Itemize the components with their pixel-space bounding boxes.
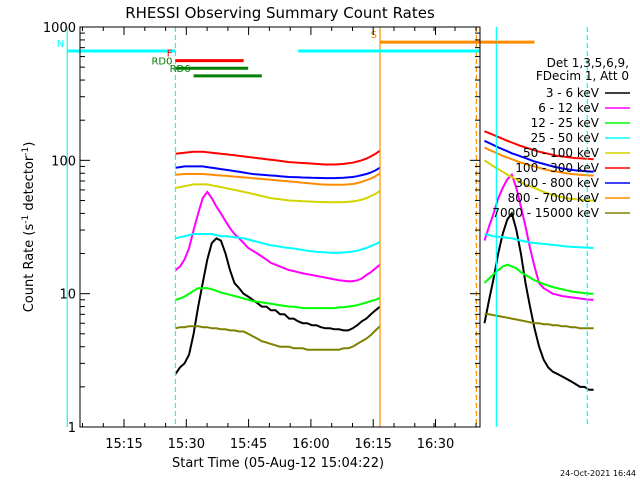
series-4-segment-1 bbox=[483, 159, 594, 202]
series-6-segment-0 bbox=[175, 165, 381, 180]
flag-rd0-label: RD0 bbox=[151, 56, 172, 67]
y-tick-label-0: 1 bbox=[68, 421, 76, 436]
y-axis: 1 10 100 1000 bbox=[43, 21, 480, 436]
y-axis-label: Count Rate (s-1 detector-1) bbox=[21, 142, 37, 313]
x-tick-label-3: 16:00 bbox=[292, 437, 329, 452]
series-4-segment-0 bbox=[175, 183, 381, 204]
series-0-segment-0 bbox=[174, 237, 381, 375]
series-2-segment-1 bbox=[483, 263, 594, 295]
flag-s-label: S bbox=[371, 30, 377, 41]
legend-label-6: 300 - 800 keV bbox=[515, 176, 599, 190]
series-6-segment-1 bbox=[484, 139, 594, 173]
series-8-segment-0 bbox=[175, 325, 381, 351]
series-1-segment-0 bbox=[174, 190, 381, 283]
flag-n-label: N bbox=[57, 39, 64, 50]
legend-label-4: 50 - 100 keV bbox=[523, 146, 600, 160]
series-8-segment-1 bbox=[484, 313, 594, 330]
legend-label-5: 100 - 300 keV bbox=[515, 161, 599, 175]
legend-label-3: 25 - 50 keV bbox=[531, 131, 600, 145]
x-axis-label: Start Time (05-Aug-12 15:04:22) bbox=[172, 456, 384, 471]
series-layer bbox=[174, 130, 594, 391]
timestamp: 24-Oct-2021 16:44 bbox=[560, 469, 636, 478]
chart-title: RHESSI Observing Summary Count Rates bbox=[125, 4, 435, 22]
legend-header-1: Det 1,3,5,6,9, bbox=[547, 56, 629, 70]
legend-header-2: FDecim 1, Att 0 bbox=[536, 69, 629, 83]
x-tick-label-2: 15:45 bbox=[230, 437, 267, 452]
legend: Det 1,3,5,6,9, FDecim 1, Att 0 3 - 6 keV… bbox=[492, 56, 630, 220]
legend-label-0: 3 - 6 keV bbox=[546, 86, 600, 100]
legend-label-8: 7000 - 15000 keV bbox=[492, 206, 599, 220]
legend-label-1: 6 - 12 keV bbox=[538, 101, 600, 115]
x-tick-label-0: 15:15 bbox=[105, 437, 142, 452]
x-tick-label-1: 15:30 bbox=[168, 437, 205, 452]
flag-rd6-label: RD6 bbox=[170, 64, 191, 75]
plot-frame bbox=[79, 26, 481, 428]
y-tick-label-3: 1000 bbox=[43, 21, 76, 36]
legend-label-7: 800 - 7000 keV bbox=[508, 191, 600, 205]
series-3-segment-0 bbox=[175, 233, 381, 254]
series-7-segment-1 bbox=[484, 146, 594, 177]
series-7-segment-0 bbox=[175, 172, 381, 186]
series-3-segment-1 bbox=[484, 233, 594, 249]
series-2-segment-0 bbox=[175, 287, 381, 310]
y-tick-label-1: 10 bbox=[59, 288, 76, 303]
series-5-segment-1 bbox=[484, 130, 594, 161]
legend-label-2: 12 - 25 keV bbox=[531, 116, 600, 130]
y-tick-label-2: 100 bbox=[51, 154, 76, 169]
series-5-segment-0 bbox=[175, 149, 381, 166]
series-0-segment-1 bbox=[483, 211, 594, 391]
vline-layer bbox=[66, 27, 588, 427]
x-tick-label-5: 16:30 bbox=[417, 437, 454, 452]
flag-f-label: F bbox=[167, 49, 173, 60]
x-tick-label-4: 16:15 bbox=[354, 437, 391, 452]
x-axis: 15:15 15:30 15:45 16:00 16:15 16:30 bbox=[82, 27, 477, 452]
